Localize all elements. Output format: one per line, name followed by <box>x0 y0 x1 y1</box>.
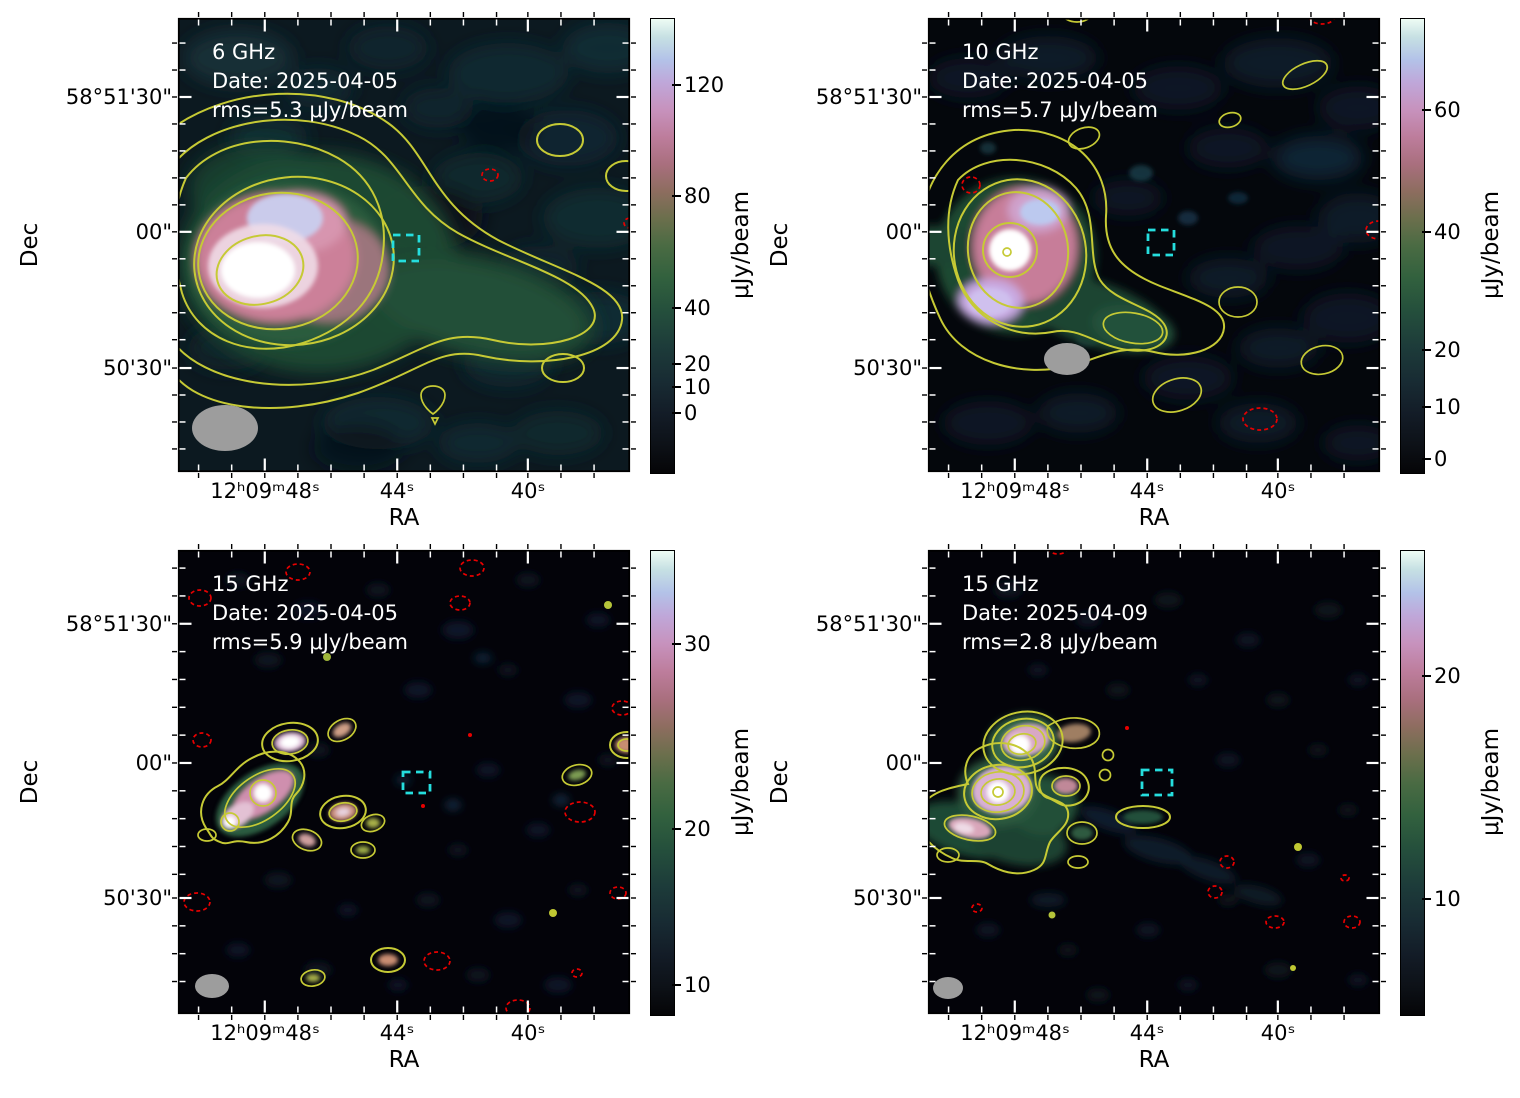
beam-ellipse <box>195 974 229 998</box>
dec-axis-label: Dec <box>767 222 793 268</box>
x-tick-label: 40ˢ <box>510 479 546 503</box>
colorbar-tick-label: 120 <box>684 73 725 97</box>
dec-axis-label: Dec <box>17 759 43 805</box>
colorbar-tick-label: 20 <box>1434 338 1461 362</box>
rms-label: rms=5.7 μJy/beam <box>962 98 1158 122</box>
y-tick-label: 50'30" <box>103 886 172 910</box>
colorbar-15ghz-a: 30 20 10 <box>650 550 711 1016</box>
dec-axis-label: Dec <box>767 759 793 805</box>
colorbar-unit-label: μJy/beam <box>1478 190 1504 300</box>
date-label: Date: 2025-04-09 <box>962 601 1148 625</box>
panel-annotation: 6 GHz Date: 2025-04-05 rms=5.3 μJy/beam <box>212 38 408 125</box>
colorbar-tick-label: 0 <box>684 401 698 425</box>
x-tick-label: 40ˢ <box>1260 1021 1296 1045</box>
colorbar-unit-label: μJy/beam <box>728 727 754 837</box>
ra-axis-label: RA <box>1138 1047 1170 1073</box>
y-tick-label: 50'30" <box>853 356 922 380</box>
colorbar-tick-label: 10 <box>684 973 711 997</box>
date-label: Date: 2025-04-05 <box>962 69 1148 93</box>
x-tick-label: 40ˢ <box>510 1021 546 1045</box>
x-tick-label: 12ʰ09ᵐ48ˢ <box>210 1021 320 1045</box>
colorbar-6ghz: 120 80 40 20 10 0 <box>650 18 724 474</box>
x-tick-label: 40ˢ <box>1260 479 1296 503</box>
x-tick-label: 44ˢ <box>379 1021 415 1045</box>
colorbar-tick-label: 20 <box>684 352 711 376</box>
y-tick-label: 58°51'30" <box>815 612 922 636</box>
colorbar-tick-label: 30 <box>684 632 711 656</box>
colorbar-15ghz-b: 20 10 <box>1400 550 1461 1016</box>
rms-label: rms=2.8 μJy/beam <box>962 630 1158 654</box>
colorbar-unit-label: μJy/beam <box>728 190 754 300</box>
beam-ellipse <box>192 405 258 451</box>
colorbar-tick-label: 0 <box>1434 447 1448 471</box>
y-tick-label: 00" <box>885 220 922 244</box>
beam-ellipse <box>1044 343 1090 375</box>
panel-6ghz: 6 GHz Date: 2025-04-05 rms=5.3 μJy/beam <box>172 12 636 478</box>
colorbar-tick-label: 40 <box>1434 220 1461 244</box>
panel-10ghz: 10 GHz Date: 2025-04-05 rms=5.7 μJy/beam <box>922 12 1386 478</box>
y-tick-label: 58°51'30" <box>65 612 172 636</box>
x-tick-label: 12ʰ09ᵐ48ˢ <box>960 479 1070 503</box>
x-tick-label: 44ˢ <box>1129 479 1165 503</box>
rms-label: rms=5.3 μJy/beam <box>212 98 408 122</box>
y-tick-label: 50'30" <box>103 356 172 380</box>
y-tick-label: 58°51'30" <box>815 85 922 109</box>
freq-label: 10 GHz <box>962 40 1039 64</box>
panel-annotation: 15 GHz Date: 2025-04-09 rms=2.8 μJy/beam <box>962 570 1158 657</box>
colorbar-tick-label: 40 <box>684 296 711 320</box>
y-tick-label: 00" <box>885 751 922 775</box>
panel-annotation: 15 GHz Date: 2025-04-05 rms=5.9 μJy/beam <box>212 570 408 657</box>
colorbar-unit-label: μJy/beam <box>1478 727 1504 837</box>
colorbar-tick-label: 10 <box>1434 887 1461 911</box>
beam-ellipse <box>933 977 963 999</box>
x-tick-label: 44ˢ <box>1129 1021 1165 1045</box>
colorbar-tick-label: 80 <box>684 184 711 208</box>
colorbar-10ghz: 60 40 20 10 0 <box>1400 18 1461 474</box>
date-label: Date: 2025-04-05 <box>212 69 398 93</box>
colorbar-tick-label: 20 <box>1434 664 1461 688</box>
y-tick-label: 00" <box>135 751 172 775</box>
y-tick-label: 50'30" <box>853 886 922 910</box>
x-tick-label: 44ˢ <box>379 479 415 503</box>
colorbar-tick-label: 10 <box>1434 395 1461 419</box>
y-tick-label: 00" <box>135 220 172 244</box>
colorbar-tick-label: 20 <box>684 817 711 841</box>
y-tick-label: 58°51'30" <box>65 85 172 109</box>
ra-axis-label: RA <box>1138 505 1170 531</box>
x-tick-label: 12ʰ09ᵐ48ˢ <box>960 1021 1070 1045</box>
colorbar-tick-label: 10 <box>684 375 711 399</box>
freq-label: 6 GHz <box>212 40 276 64</box>
date-label: Date: 2025-04-05 <box>212 601 398 625</box>
freq-label: 15 GHz <box>212 572 289 596</box>
ra-axis-label: RA <box>388 1047 420 1073</box>
panel-15ghz-b: 15 GHz Date: 2025-04-09 rms=2.8 μJy/beam <box>922 544 1386 1020</box>
freq-label: 15 GHz <box>962 572 1039 596</box>
x-tick-label: 12ʰ09ᵐ48ˢ <box>210 479 320 503</box>
panel-15ghz-a: 15 GHz Date: 2025-04-05 rms=5.9 μJy/beam <box>172 544 636 1020</box>
panel-annotation: 10 GHz Date: 2025-04-05 rms=5.7 μJy/beam <box>962 38 1158 125</box>
colorbar-tick-label: 60 <box>1434 98 1461 122</box>
dec-axis-label: Dec <box>17 222 43 268</box>
rms-label: rms=5.9 μJy/beam <box>212 630 408 654</box>
ra-axis-label: RA <box>388 505 420 531</box>
